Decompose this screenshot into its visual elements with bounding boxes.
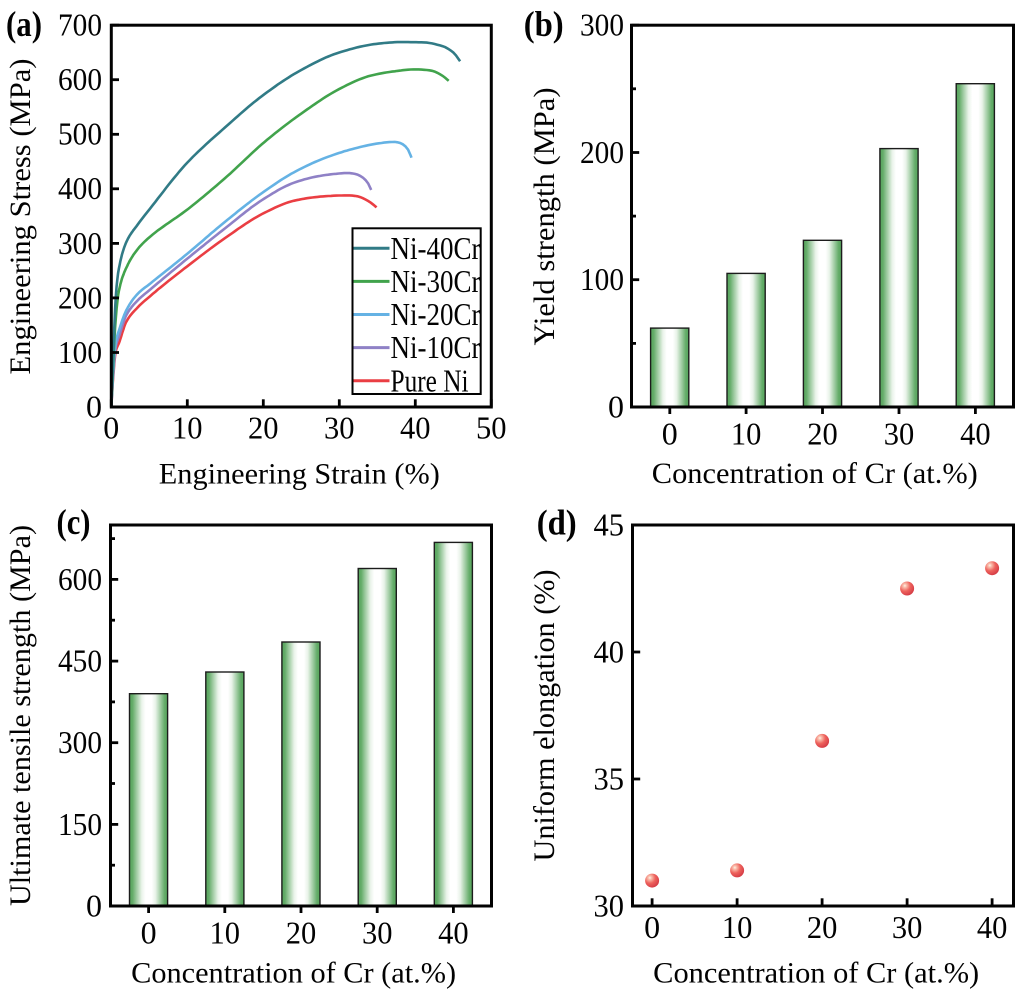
svg-text:Concentration of Cr (at.%): Concentration of Cr (at.%): [131, 957, 456, 990]
svg-text:300: 300: [58, 724, 102, 760]
svg-text:0: 0: [103, 410, 119, 446]
svg-text:Yield strength (MPa): Yield strength (MPa): [528, 88, 561, 346]
svg-text:0: 0: [608, 388, 624, 424]
svg-text:0: 0: [86, 388, 102, 424]
svg-text:Uniform elongation (%): Uniform elongation (%): [528, 570, 561, 862]
svg-text:0: 0: [86, 887, 102, 923]
svg-text:Concentration of Cr (at.%): Concentration of Cr (at.%): [652, 457, 978, 490]
svg-text:10: 10: [722, 909, 753, 945]
svg-text:Ultimate tensile strength (MPa: Ultimate tensile strength (MPa): [4, 525, 37, 906]
svg-text:0: 0: [644, 909, 660, 945]
svg-text:30: 30: [594, 887, 625, 923]
svg-text:300: 300: [580, 7, 624, 43]
svg-text:10: 10: [210, 914, 241, 950]
svg-text:10: 10: [731, 415, 762, 451]
svg-text:200: 200: [580, 134, 624, 170]
svg-text:(b): (b): [524, 4, 564, 44]
svg-text:500: 500: [58, 116, 102, 152]
svg-text:50: 50: [476, 410, 507, 446]
svg-text:20: 20: [286, 914, 317, 950]
svg-text:Pure Ni: Pure Ni: [391, 362, 469, 398]
svg-text:Ni-20Cr: Ni-20Cr: [391, 296, 481, 332]
svg-text:700: 700: [58, 7, 102, 43]
svg-text:Ni-10Cr: Ni-10Cr: [391, 329, 481, 365]
svg-text:30: 30: [884, 415, 915, 451]
svg-text:150: 150: [58, 806, 102, 842]
svg-text:400: 400: [58, 170, 102, 206]
svg-text:40: 40: [960, 415, 991, 451]
svg-text:30: 30: [362, 914, 393, 950]
svg-text:Ni-40Cr: Ni-40Cr: [391, 230, 481, 266]
svg-text:Ni-30Cr: Ni-30Cr: [391, 263, 481, 299]
svg-text:20: 20: [807, 415, 838, 451]
svg-text:0: 0: [662, 415, 678, 451]
svg-text:100: 100: [580, 261, 624, 297]
svg-text:40: 40: [977, 909, 1008, 945]
svg-text:40: 40: [400, 410, 431, 446]
svg-text:40: 40: [438, 914, 469, 950]
svg-text:30: 30: [892, 909, 923, 945]
svg-text:20: 20: [807, 909, 838, 945]
svg-text:300: 300: [58, 225, 102, 261]
svg-text:(a): (a): [6, 4, 42, 44]
svg-text:Engineering Strain (%): Engineering Strain (%): [159, 458, 440, 491]
svg-text:600: 600: [58, 61, 102, 97]
svg-text:200: 200: [58, 279, 102, 315]
svg-text:45: 45: [594, 506, 625, 542]
svg-text:0: 0: [141, 914, 157, 950]
svg-text:35: 35: [594, 760, 625, 796]
svg-text:600: 600: [58, 561, 102, 597]
svg-text:20: 20: [248, 410, 279, 446]
svg-text:100: 100: [58, 334, 102, 370]
svg-text:30: 30: [324, 410, 355, 446]
svg-text:Concentration of Cr (at.%): Concentration of Cr (at.%): [653, 957, 979, 990]
svg-text:40: 40: [594, 633, 625, 669]
svg-text:Engineering Stress (MPa): Engineering Stress (MPa): [4, 59, 37, 375]
svg-text:(d): (d): [537, 503, 577, 543]
svg-text:(c): (c): [57, 502, 91, 542]
svg-text:10: 10: [172, 410, 203, 446]
svg-text:450: 450: [58, 643, 102, 679]
